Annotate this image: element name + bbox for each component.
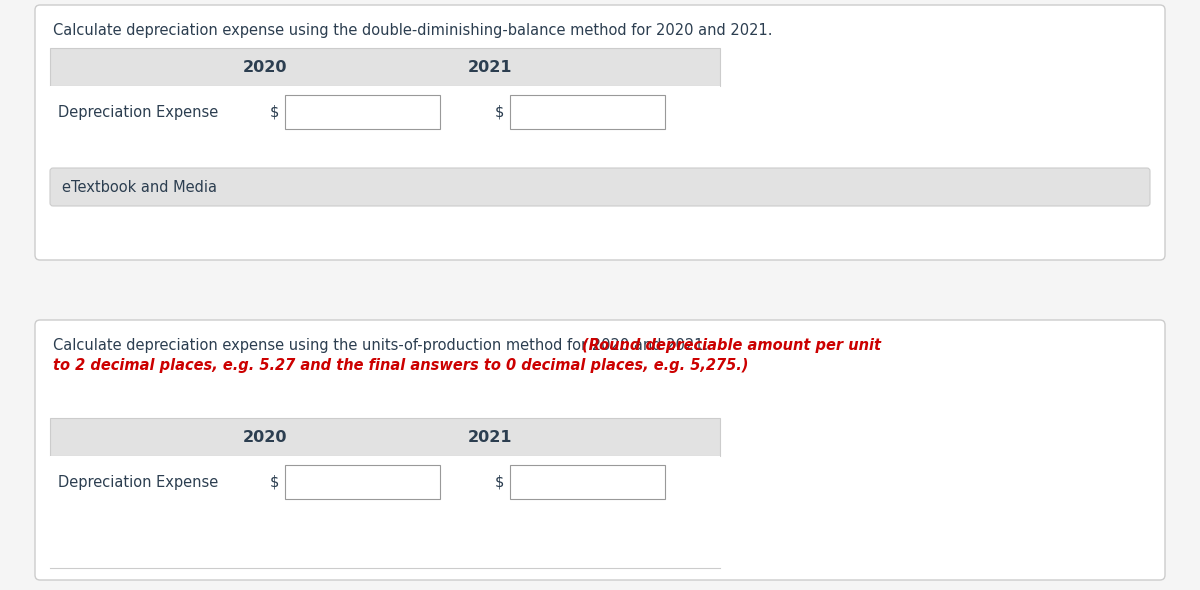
Text: Calculate depreciation expense using the double-diminishing-balance method for 2: Calculate depreciation expense using the… [53, 23, 773, 38]
Text: Depreciation Expense: Depreciation Expense [58, 474, 218, 490]
FancyBboxPatch shape [35, 320, 1165, 580]
Bar [50, 86, 720, 138]
Text: $: $ [270, 474, 278, 490]
Text: 2021: 2021 [468, 60, 512, 74]
Bar [286, 95, 440, 129]
Bar [50, 456, 720, 508]
Text: 2021: 2021 [468, 430, 512, 444]
Text: to 2 decimal places, e.g. 5.27 and the final answers to 0 decimal places, e.g. 5: to 2 decimal places, e.g. 5.27 and the f… [53, 358, 749, 373]
FancyBboxPatch shape [50, 168, 1150, 206]
Text: $: $ [494, 104, 504, 120]
Bar [286, 465, 440, 499]
Text: Depreciation Expense: Depreciation Expense [58, 104, 218, 120]
Text: eTextbook and Media: eTextbook and Media [62, 179, 217, 195]
Text: (Round depreciable amount per unit: (Round depreciable amount per unit [582, 338, 881, 353]
Text: $: $ [270, 104, 278, 120]
Text: Calculate depreciation expense using the units-of-production method for 2020 and: Calculate depreciation expense using the… [53, 338, 713, 353]
Bar [510, 465, 665, 499]
Bar [50, 48, 720, 86]
FancyBboxPatch shape [35, 5, 1165, 260]
Text: $: $ [494, 474, 504, 490]
Bar [510, 95, 665, 129]
Text: 2020: 2020 [242, 60, 287, 74]
Bar [50, 418, 720, 456]
Text: 2020: 2020 [242, 430, 287, 444]
